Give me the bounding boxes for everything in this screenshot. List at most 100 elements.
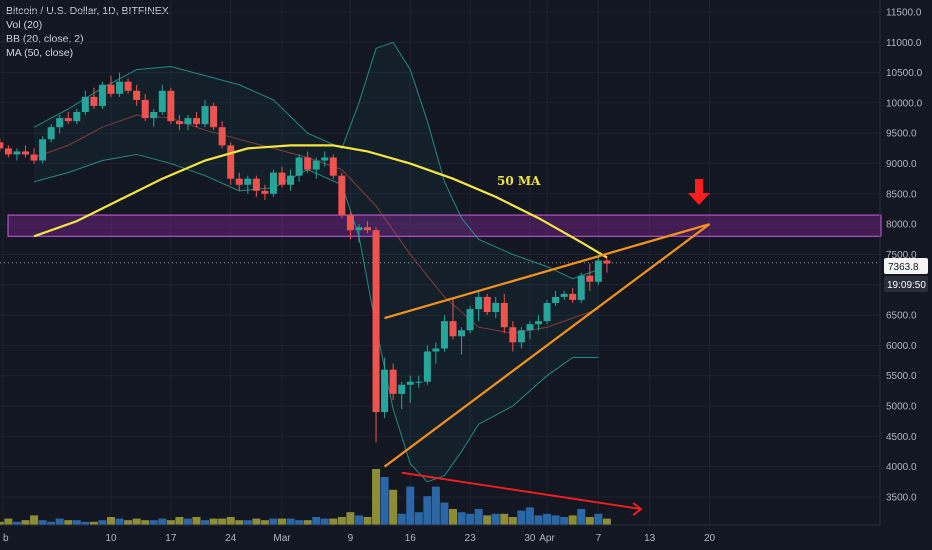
candle-body: [235, 178, 243, 185]
volume-bar: [508, 517, 517, 525]
candle-body: [30, 154, 38, 161]
candle-body: [372, 230, 380, 413]
candle-body: [261, 190, 269, 194]
candle-body: [560, 293, 568, 297]
candle-body: [269, 172, 277, 194]
price-tick-label: 4000.0: [886, 462, 917, 473]
volume-bar: [89, 521, 98, 525]
volume-bar: [380, 477, 389, 525]
candle-body: [312, 160, 320, 170]
volume-bar: [209, 518, 218, 525]
volume-bar: [337, 517, 346, 525]
candle-body: [603, 260, 611, 264]
volume-bar: [81, 521, 90, 525]
down-arrow-shape: [688, 179, 710, 205]
last-price-tag-bg: [884, 258, 928, 274]
candle-body: [124, 81, 132, 91]
volume-bar: [141, 520, 150, 525]
candle-body: [295, 157, 303, 176]
candle-body: [0, 142, 4, 149]
bollinger-fill-area: [34, 42, 599, 482]
volume-bar: [551, 515, 560, 525]
volume-bar: [218, 518, 227, 525]
candle-body: [389, 369, 397, 394]
time-tick-label: 17: [165, 533, 177, 544]
time-tick-label: 7: [596, 533, 602, 544]
volume-bar: [252, 518, 261, 525]
volume-bar: [449, 509, 457, 525]
volume-bar: [491, 513, 500, 525]
candle-body: [107, 84, 115, 94]
volume-bar: [594, 513, 603, 525]
volume-bar: [560, 517, 569, 525]
candle-body: [338, 175, 346, 216]
candle-body: [406, 381, 414, 385]
ma-annotation: 50 MA: [497, 174, 541, 188]
time-tick-label: 30: [524, 533, 536, 544]
price-tick-label: 8000.0: [886, 220, 917, 231]
time-tick-label: Mar: [273, 533, 291, 544]
volume-bar: [124, 520, 133, 525]
legend-volume: Vol (20): [6, 19, 43, 31]
time-tick-label: Apr: [539, 533, 555, 544]
candle-body: [509, 327, 517, 343]
countdown-tag-bg: [884, 276, 928, 292]
volume-bar: [543, 513, 552, 525]
volume-bar: [474, 509, 483, 525]
trend-lines: [383, 223, 711, 516]
candle-body: [4, 148, 12, 155]
volume-bar: [201, 520, 210, 525]
candle-body: [415, 381, 423, 383]
candle-body: [56, 118, 64, 128]
resistance-zone: [7, 214, 882, 237]
price-tick-label: 6500.0: [886, 311, 917, 322]
candle-body: [90, 96, 98, 106]
price-axis[interactable]: 3500.0 4000.0 4500.0 5000.0 5500.0 6000.0 6500…: [879, 0, 923, 525]
volume-bar: [0, 521, 4, 525]
candle-body: [552, 296, 560, 303]
price-tick-label: 7500.0: [886, 250, 917, 261]
countdown-tag: 19:09:50: [887, 280, 926, 291]
price-tick-label: 3500.0: [886, 492, 917, 503]
time-tick-label: 24: [225, 533, 237, 544]
volume-bar: [107, 517, 115, 525]
legend-title: Bitcoin / U.S. Dollar, 1D, BITFINEX: [6, 5, 169, 17]
volume-bar: [466, 513, 475, 525]
last-price-tag: 7363.8: [888, 262, 919, 273]
candle-body: [252, 178, 260, 191]
volume-bar: [98, 520, 107, 525]
time-axis[interactable]: b 10 17 24 Mar 9 16 23 30 Apr 7 13 20: [0, 524, 880, 544]
wedge-upper-trendline: [384, 223, 710, 320]
volume-bar: [568, 515, 577, 525]
price-tick-label: 5500.0: [886, 371, 917, 382]
candle-body: [158, 90, 166, 113]
volume-bar: [158, 518, 167, 525]
candle-body: [167, 90, 175, 122]
volume-bar: [577, 509, 586, 525]
candle-body: [346, 215, 354, 231]
candle-body: [47, 127, 55, 140]
volume-bar: [175, 517, 184, 525]
volume-bar: [406, 486, 415, 525]
candle-body: [244, 178, 252, 185]
candle-body: [458, 330, 466, 337]
time-tick-label: 20: [704, 533, 716, 544]
volume-bar: [72, 520, 81, 525]
grid: [0, 0, 880, 525]
time-tick-label: 16: [405, 533, 417, 544]
candle-body: [218, 127, 226, 146]
candle-body: [150, 112, 158, 119]
candle-body: [193, 118, 200, 125]
down-arrow-icon: [688, 179, 710, 205]
candle-body: [517, 330, 525, 343]
candle-body: [355, 227, 363, 231]
volume-bar: [47, 521, 56, 525]
volume-bar: [269, 518, 278, 525]
volume-bar: [346, 512, 355, 525]
volume-bar: [483, 515, 492, 525]
price-tick-label: 5000.0: [886, 402, 917, 413]
price-tick-label: 9500.0: [886, 129, 917, 140]
candle-body: [569, 293, 577, 300]
time-tick-label: 10: [105, 533, 117, 544]
